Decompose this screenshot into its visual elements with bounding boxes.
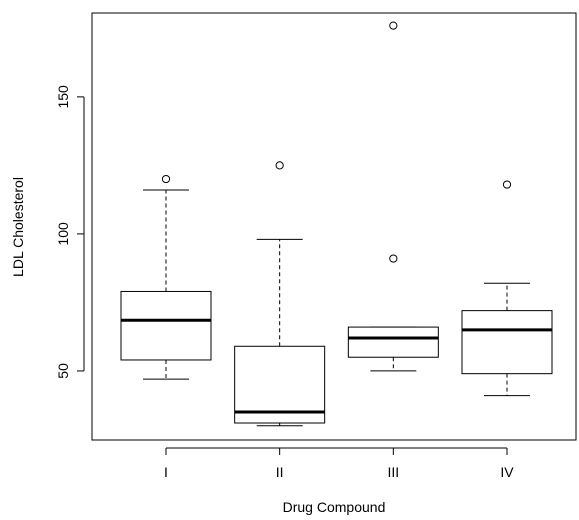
box-I — [120, 174, 212, 380]
boxes-group — [120, 21, 553, 427]
x-tick-label: IV — [500, 464, 514, 480]
outlier-point — [389, 21, 398, 30]
iqr-box — [461, 310, 553, 375]
iqr-box — [120, 290, 212, 361]
iqr-box — [347, 326, 439, 358]
iqr-box — [234, 345, 326, 424]
outlier-point — [502, 180, 512, 189]
x-axis: I II III IV — [164, 447, 514, 480]
box-IV — [461, 180, 553, 397]
y-tick-label: 100 — [55, 222, 71, 246]
outlier-point — [389, 254, 398, 263]
outlier-point — [275, 161, 284, 170]
y-axis: 50 100 150 — [55, 85, 85, 379]
box-II — [234, 161, 326, 427]
x-tick-label: I — [164, 464, 168, 480]
box-III — [347, 21, 439, 372]
x-axis-title: Drug Compound — [283, 499, 386, 515]
plot-frame — [91, 12, 577, 441]
x-tick-label: III — [387, 464, 399, 480]
outlier-point — [161, 174, 171, 184]
y-axis-title: LDL Cholesterol — [10, 177, 26, 277]
y-tick-label: 50 — [55, 363, 71, 379]
y-tick-label: 150 — [55, 85, 71, 109]
x-tick-label: II — [276, 464, 284, 480]
